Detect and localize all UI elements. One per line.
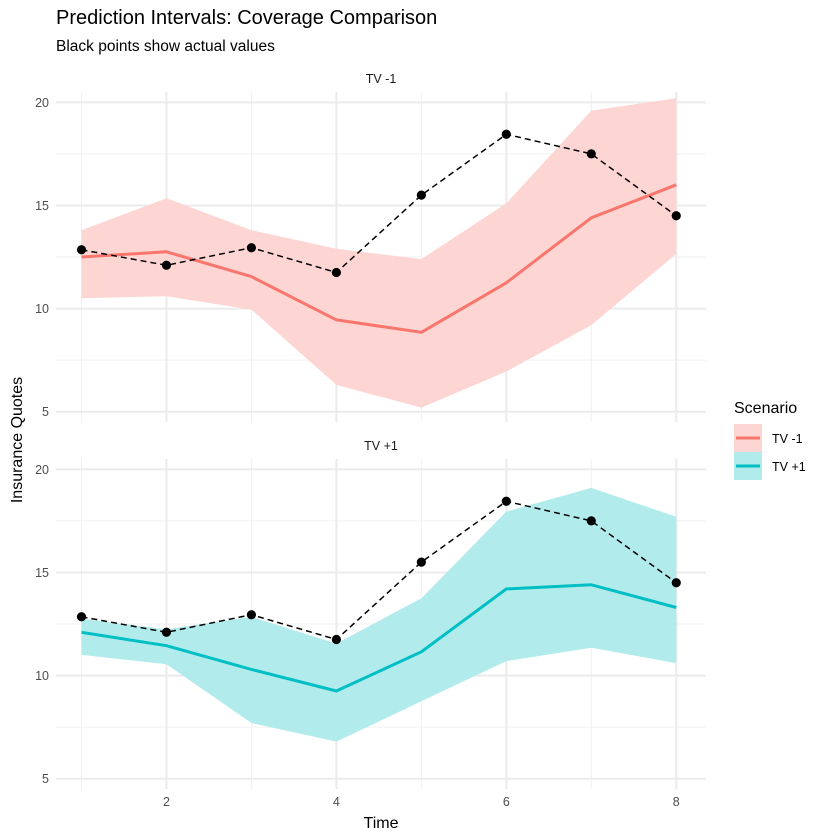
actual-value-point [161, 260, 172, 270]
actual-value-point [331, 267, 341, 278]
actual-values-line [81, 133, 677, 274]
x-axis: 2 4 6 8 [163, 795, 680, 809]
y-tick-label: 15 [35, 566, 49, 580]
actual-value-point [416, 190, 426, 200]
x-tick-label: 2 [163, 795, 170, 809]
actual-value-point [586, 516, 596, 526]
y-tick-label: 15 [35, 199, 49, 213]
legend: Scenario TV -1 TV +1 [734, 400, 806, 480]
legend-item-tv-minus-1: TV -1 [734, 424, 803, 452]
actual-value-point [76, 612, 87, 622]
panel-tv-plus-1: TV +1 5 10 15 20 [35, 439, 706, 789]
prediction-interval-band [81, 98, 677, 408]
panel-strip-label: TV +1 [364, 439, 398, 453]
y-tick-label: 5 [42, 405, 49, 419]
x-tick-label: 6 [503, 795, 510, 809]
prediction-interval-band [81, 487, 677, 742]
y-tick-label: 10 [35, 669, 49, 683]
x-tick-label: 4 [333, 795, 340, 809]
y-tick-label: 10 [35, 302, 49, 316]
predicted-mean-line [81, 183, 677, 334]
actual-value-point [161, 627, 172, 637]
actual-value-point [331, 634, 341, 645]
panel-tv-minus-1: TV -1 5 10 15 20 [35, 72, 706, 422]
y-axis-title: Insurance Quotes [9, 377, 26, 503]
actual-value-point [586, 149, 596, 159]
actual-value-point [416, 557, 426, 567]
legend-label-tv-minus-1: TV -1 [772, 432, 803, 446]
y-tick-label: 5 [42, 772, 49, 786]
legend-item-tv-plus-1: TV +1 [734, 452, 806, 480]
actual-values-line [81, 500, 677, 641]
actual-value-point [246, 243, 257, 253]
actual-value-point [671, 211, 681, 221]
x-axis-title: Time [364, 815, 399, 832]
x-tick-label: 8 [673, 795, 680, 809]
panel-strip-label: TV -1 [366, 72, 397, 86]
legend-label-tv-plus-1: TV +1 [772, 460, 806, 474]
y-tick-label: 20 [35, 96, 49, 110]
actual-value-point [76, 245, 87, 255]
actual-value-point [501, 129, 511, 139]
predicted-mean-line [81, 583, 677, 693]
actual-value-point [501, 496, 511, 506]
chart-subtitle: Black points show actual values [56, 38, 275, 55]
legend-title: Scenario [734, 400, 797, 417]
actual-value-point [671, 578, 681, 588]
y-tick-label: 20 [35, 463, 49, 477]
actual-value-point [246, 610, 257, 620]
chart-title: Prediction Intervals: Coverage Compariso… [56, 7, 437, 29]
